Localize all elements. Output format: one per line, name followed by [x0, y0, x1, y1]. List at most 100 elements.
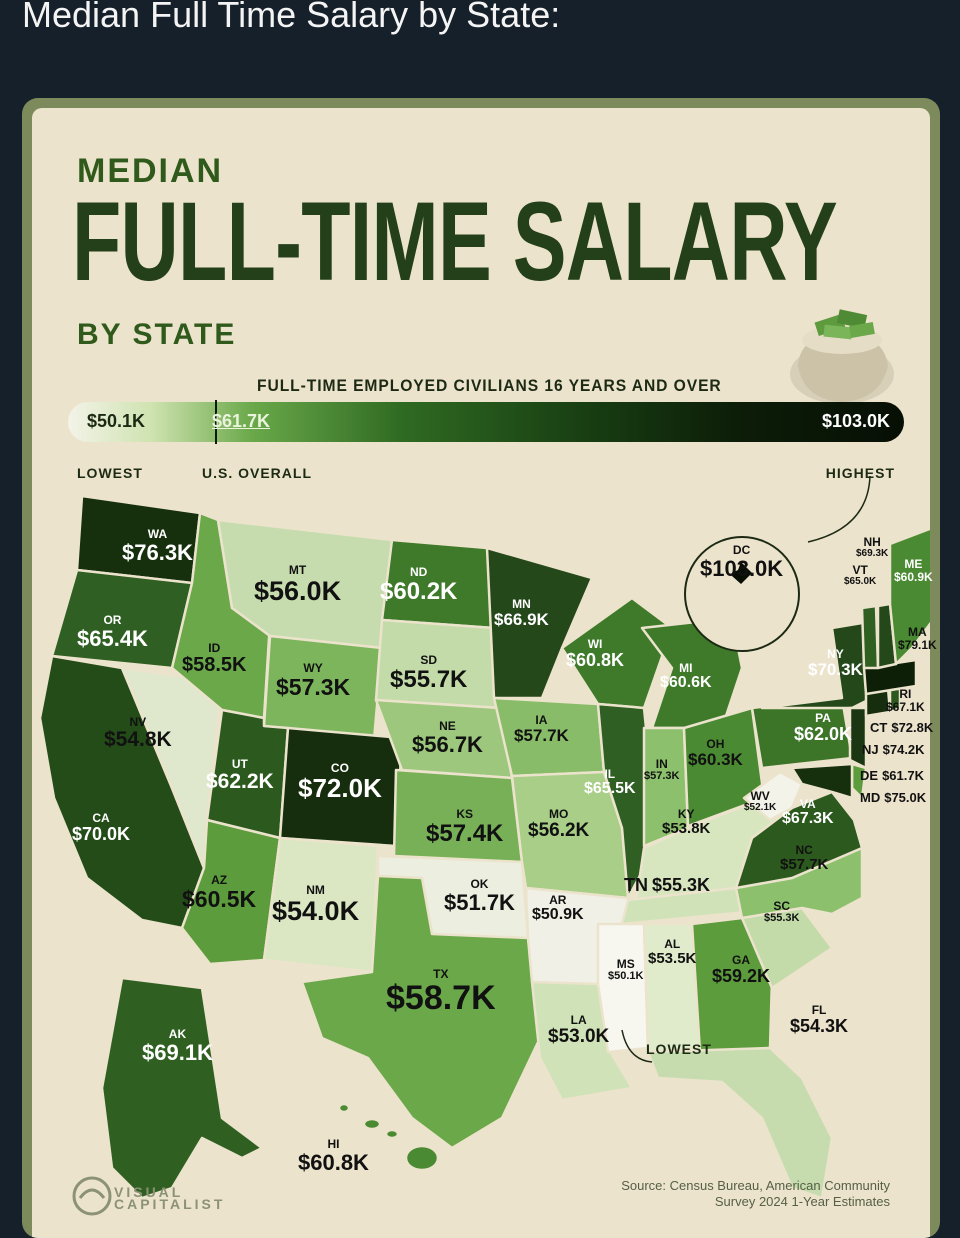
state-code-fl: FL	[811, 1003, 827, 1017]
source-note: Source: Census Bureau, American Communit…	[621, 1178, 890, 1210]
money-bag-icon	[790, 309, 894, 404]
state-value-ny: $70.3K	[808, 659, 863, 679]
state-label-az: AZ $60.5K	[182, 874, 256, 911]
state-value-in: $57.3K	[644, 769, 680, 782]
state-label-ky: KY $53.8K	[662, 808, 710, 836]
state-code-mn: MN	[512, 597, 531, 611]
state-shape-MD	[790, 762, 854, 800]
state-label-md: MD $75.0K	[860, 790, 926, 807]
state-value-mo: $56.2K	[528, 819, 590, 841]
state-code-nd: ND	[410, 565, 428, 579]
state-code-tx: TX	[433, 967, 449, 981]
state-code-ga: GA	[732, 953, 751, 967]
state-label-ct: CT $72.8K	[870, 720, 933, 737]
state-label-tx: TX $58.7K	[386, 968, 496, 1016]
state-label-va: VA $67.3K	[782, 798, 834, 827]
state-code-tn: TN	[624, 875, 648, 895]
state-label-hi: HI $60.8K	[298, 1138, 369, 1174]
post-title: Median Full Time Salary by State:	[22, 0, 561, 35]
visual-capitalist-logo-icon	[72, 1176, 112, 1216]
state-value-nh: $69.3K	[856, 547, 889, 559]
state-value-ma: $79.1K	[898, 637, 937, 652]
state-label-ri: RI $67.1K	[886, 688, 925, 713]
state-code-wa: WA	[147, 527, 168, 541]
state-code-mi: MI	[679, 661, 693, 675]
legend-gradient-bar	[68, 402, 904, 442]
state-code-la: LA	[570, 1013, 587, 1027]
state-code-va: VA	[799, 797, 816, 811]
state-code-oh: OH	[706, 737, 725, 751]
state-label-nm: NM $54.0K	[272, 884, 359, 925]
state-code-ak: AK	[168, 1027, 187, 1041]
us-map	[38, 475, 930, 1200]
state-code-nm: NM	[306, 883, 325, 897]
state-shape-FL	[646, 1046, 834, 1200]
state-value-md: $75.0K	[884, 790, 927, 805]
state-code-wi: WI	[587, 637, 603, 651]
legend-highest-caption: HIGHEST	[825, 465, 895, 481]
state-shape-MS	[596, 922, 650, 1054]
state-label-ia: IA $57.7K	[514, 714, 569, 744]
state-label-ny: NY $70.3K	[808, 648, 863, 678]
legend-us-caption: U.S. OVERALL	[202, 465, 313, 481]
state-code-id: ID	[208, 641, 221, 655]
state-label-dc: DC $103.0K	[700, 544, 783, 580]
state-code-sc: SC	[773, 899, 791, 913]
state-label-nd: ND $60.2K	[380, 566, 457, 604]
state-value-dc: $103.0K	[700, 555, 784, 581]
legend-lowest-caption: LOWEST	[77, 465, 143, 481]
state-code-ma: MA	[908, 625, 927, 639]
state-value-az: $60.5K	[182, 885, 257, 912]
state-shape-WV	[742, 770, 804, 822]
state-label-tn: TN $55.3K	[624, 876, 710, 896]
state-code-me: ME	[904, 557, 923, 571]
state-code-vt: VT	[852, 563, 868, 577]
state-label-ma: MA $79.1K	[898, 626, 937, 651]
state-shape-IL	[596, 702, 654, 900]
state-value-tn: $55.3K	[652, 875, 711, 895]
dc-inset-circle	[684, 536, 800, 652]
state-value-wa: $76.3K	[122, 539, 193, 565]
state-value-co: $72.0K	[298, 772, 382, 803]
subtitle: FULL-TIME EMPLOYED CIVILIANS 16 YEARS AN…	[257, 376, 722, 395]
state-label-ga: GA $59.2K	[712, 954, 770, 985]
state-shape-HI	[404, 1144, 440, 1172]
highest-arrow	[807, 475, 871, 543]
state-value-al: $53.5K	[648, 949, 697, 967]
state-value-ia: $57.7K	[514, 725, 569, 745]
state-label-wa: WA $76.3K	[122, 528, 193, 564]
lowest-arrow	[621, 1029, 653, 1063]
legend-us-value: $61.7K	[212, 411, 271, 431]
state-code-mo: MO	[548, 807, 569, 821]
state-value-ky: $53.8K	[662, 819, 711, 837]
state-value-mt: $56.0K	[254, 575, 342, 606]
state-label-fl: FL $54.3K	[790, 1004, 848, 1035]
state-code-ky: KY	[677, 807, 695, 821]
state-shape-VA	[734, 790, 864, 890]
state-label-oh: OH $60.3K	[688, 738, 743, 768]
state-shape-MN	[485, 546, 594, 700]
legend-us-tick	[215, 400, 217, 444]
state-value-ut: $62.2K	[206, 769, 274, 793]
state-value-va: $67.3K	[782, 809, 834, 827]
state-value-ok: $51.7K	[444, 889, 515, 915]
state-code-ri: RI	[899, 687, 912, 701]
state-value-wv: $52.1K	[744, 801, 777, 813]
state-code-nv: NV	[129, 715, 147, 729]
state-value-ak: $69.1K	[142, 1039, 213, 1065]
state-code-co: CO	[330, 761, 349, 775]
state-code-ar: AR	[549, 893, 567, 907]
state-label-ar: AR $50.9K	[532, 894, 584, 923]
state-code-ne: NE	[439, 719, 456, 733]
state-value-il: $65.5K	[584, 779, 636, 797]
state-value-vt: $65.0K	[844, 575, 877, 587]
legend-lowest-value: $50.1K	[87, 411, 146, 431]
state-label-ak: AK $69.1K	[142, 1028, 213, 1064]
state-value-nd: $60.2K	[380, 577, 458, 605]
state-value-wy: $57.3K	[276, 673, 351, 700]
title-bottom: BY STATE	[77, 318, 237, 351]
state-value-id: $58.5K	[182, 653, 247, 676]
state-value-mn: $66.9K	[494, 609, 549, 629]
state-label-wv: WV $52.1K	[744, 790, 776, 813]
state-shape-ME	[888, 527, 930, 666]
